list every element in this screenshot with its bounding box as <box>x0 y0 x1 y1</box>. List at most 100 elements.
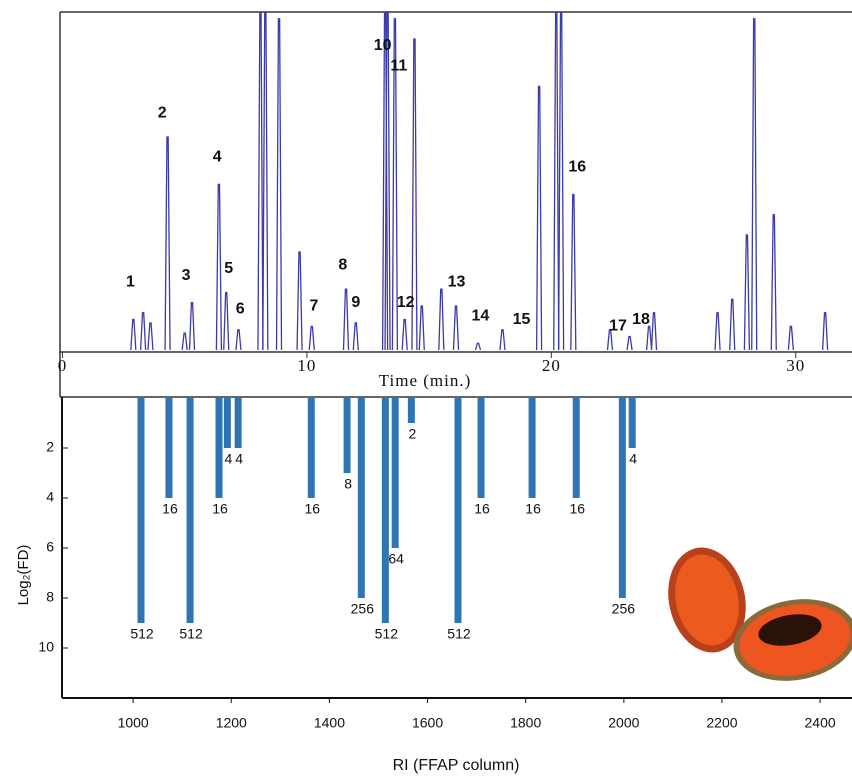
x-tick-label: 2000 <box>608 715 639 731</box>
peak <box>235 329 242 351</box>
bar <box>165 398 173 498</box>
peak-label: 8 <box>338 257 347 274</box>
peak <box>275 18 283 351</box>
bar <box>343 398 351 473</box>
peak <box>650 312 658 351</box>
bar <box>407 398 415 423</box>
peak <box>553 11 560 351</box>
bar <box>234 398 242 448</box>
peak-label: 14 <box>472 307 490 324</box>
peak <box>418 305 425 351</box>
peak <box>570 193 577 351</box>
peak-label: 4 <box>213 149 222 166</box>
bar-label: 64 <box>388 551 404 567</box>
bar-label: 4 <box>235 451 243 467</box>
peak <box>743 234 751 351</box>
bar <box>628 398 636 448</box>
peak <box>181 332 188 351</box>
peak <box>223 291 230 351</box>
bar <box>381 398 389 623</box>
peak <box>391 18 399 351</box>
x-tick-label: 10 <box>297 356 316 375</box>
bar-label: 256 <box>612 601 636 617</box>
time-axis-label: Time (min.) <box>379 371 472 390</box>
peak <box>308 325 315 351</box>
peak-label: 18 <box>632 311 650 328</box>
peak <box>452 305 460 351</box>
x-tick-label: 1200 <box>216 715 247 731</box>
peak <box>557 11 565 351</box>
bar <box>215 398 223 498</box>
peak <box>342 288 350 351</box>
peak <box>645 325 653 351</box>
peak <box>729 298 736 351</box>
bar <box>454 398 462 623</box>
bar-label: 512 <box>375 626 399 642</box>
peak <box>384 11 391 351</box>
bar-label: 512 <box>130 626 154 642</box>
bar-label: 16 <box>162 501 178 517</box>
peak <box>770 214 777 351</box>
bar <box>307 398 315 498</box>
peak <box>401 318 408 351</box>
peak <box>499 329 506 351</box>
y-tick-label: 6 <box>46 539 54 555</box>
peak-label: 16 <box>568 159 586 176</box>
bar-label: 2 <box>408 426 416 442</box>
ri-axis-label: RI (FFAP column) <box>393 757 520 774</box>
peak <box>535 85 543 351</box>
peak <box>474 342 482 351</box>
bar-label: 8 <box>344 476 352 492</box>
bar-label: 16 <box>525 501 541 517</box>
bar-label: 16 <box>474 501 490 517</box>
peak-label: 15 <box>513 311 531 328</box>
peak <box>714 312 721 351</box>
bar <box>223 398 231 448</box>
peak <box>296 251 303 351</box>
y-tick-label: 10 <box>38 639 54 655</box>
bar <box>391 398 399 548</box>
x-tick-label: 1600 <box>412 715 443 731</box>
x-tick-label: 2400 <box>805 715 836 731</box>
peak <box>381 11 389 351</box>
bar <box>528 398 536 498</box>
peak <box>215 183 223 351</box>
bar <box>477 398 485 498</box>
bar-label: 4 <box>224 451 232 467</box>
peak <box>787 325 795 351</box>
x-tick-label: 1000 <box>118 715 149 731</box>
x-tick-label: 0 <box>58 356 68 375</box>
bar-label: 256 <box>351 601 375 617</box>
x-tick-label: 30 <box>786 356 805 375</box>
peak <box>626 335 633 351</box>
peak-label: 11 <box>390 57 407 74</box>
peak <box>751 18 758 351</box>
peak <box>257 11 264 351</box>
y-tick-label: 8 <box>46 589 54 605</box>
bar-label: 16 <box>569 501 585 517</box>
x-tick-label: 1800 <box>510 715 541 731</box>
peak <box>188 302 196 351</box>
peak <box>352 322 359 351</box>
peak <box>411 38 418 351</box>
bar-label: 16 <box>304 501 320 517</box>
peak-label: 9 <box>351 294 360 311</box>
bar-label: 16 <box>212 501 228 517</box>
x-tick-label: 1400 <box>314 715 345 731</box>
x-tick-label: 20 <box>542 356 561 375</box>
peak-label: 7 <box>310 297 319 314</box>
peak <box>164 136 171 351</box>
peak <box>606 329 614 351</box>
peak <box>262 11 269 351</box>
peak-label: 1 <box>126 274 135 291</box>
fd-axis-label: Log₂(FD) <box>15 545 32 606</box>
peak <box>139 312 147 351</box>
bar-label: 4 <box>629 451 637 467</box>
y-tick-label: 2 <box>46 439 54 455</box>
bar <box>618 398 626 598</box>
peak-label: 6 <box>236 301 245 318</box>
y-tick-label: 4 <box>46 489 54 505</box>
bar <box>572 398 580 498</box>
bar-label: 512 <box>179 626 203 642</box>
